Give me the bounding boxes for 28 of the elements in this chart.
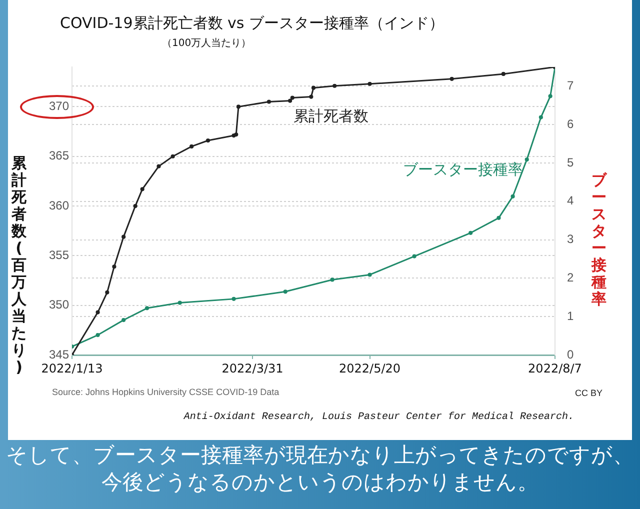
series-label: 累計死者数	[294, 106, 369, 125]
y2-tick-label: 3	[567, 232, 574, 246]
x-tick-label: 2022/3/31	[222, 361, 284, 376]
text: CC BY	[575, 388, 603, 398]
y2-tick-label: 6	[567, 116, 574, 131]
x-tick-label: 2022/5/20	[339, 361, 401, 376]
text: 累計死者数(百万人当たり)	[12, 154, 26, 376]
y-tick-label: 365	[48, 148, 70, 163]
x-tick-label: 2022/8/7	[528, 361, 582, 376]
x-tick-label: 2022/1/13	[41, 361, 103, 376]
y-tick-label: 350	[48, 298, 70, 312]
y2-tick-label: 1	[567, 308, 574, 323]
y2-tick-label: 5	[567, 155, 574, 170]
y2-axis-title: ブースター接種率	[590, 171, 608, 308]
y-tick-label: 360	[48, 198, 70, 212]
y2-tick-label: 2	[567, 270, 574, 285]
y-tick-label: 370	[48, 99, 70, 114]
y-tick-label: 345	[48, 347, 70, 362]
y2-tick-label: 0	[567, 347, 574, 362]
text: そして、ブースター接種率が現在かなり上がってきたのですが、今後どうなるのかというのはわかりません。	[5, 442, 635, 496]
source-note: Source: Johns Hopkins University CSSE COVID-19 Data	[52, 387, 280, 397]
text: Anti-Oxidant Research, Louis Pasteur Center for Medical Research.	[184, 412, 574, 423]
y-tick-label: 355	[48, 248, 70, 262]
chart-subtitle: （100万人当たり）	[162, 36, 252, 50]
series-label: ブースター接種率	[402, 160, 523, 178]
chart-title: COVID-19累計死亡者数 vs ブースター接種率（インド）	[60, 14, 444, 33]
y2-tick-label: 7	[567, 78, 574, 93]
y2-tick-label: 4	[567, 194, 574, 208]
